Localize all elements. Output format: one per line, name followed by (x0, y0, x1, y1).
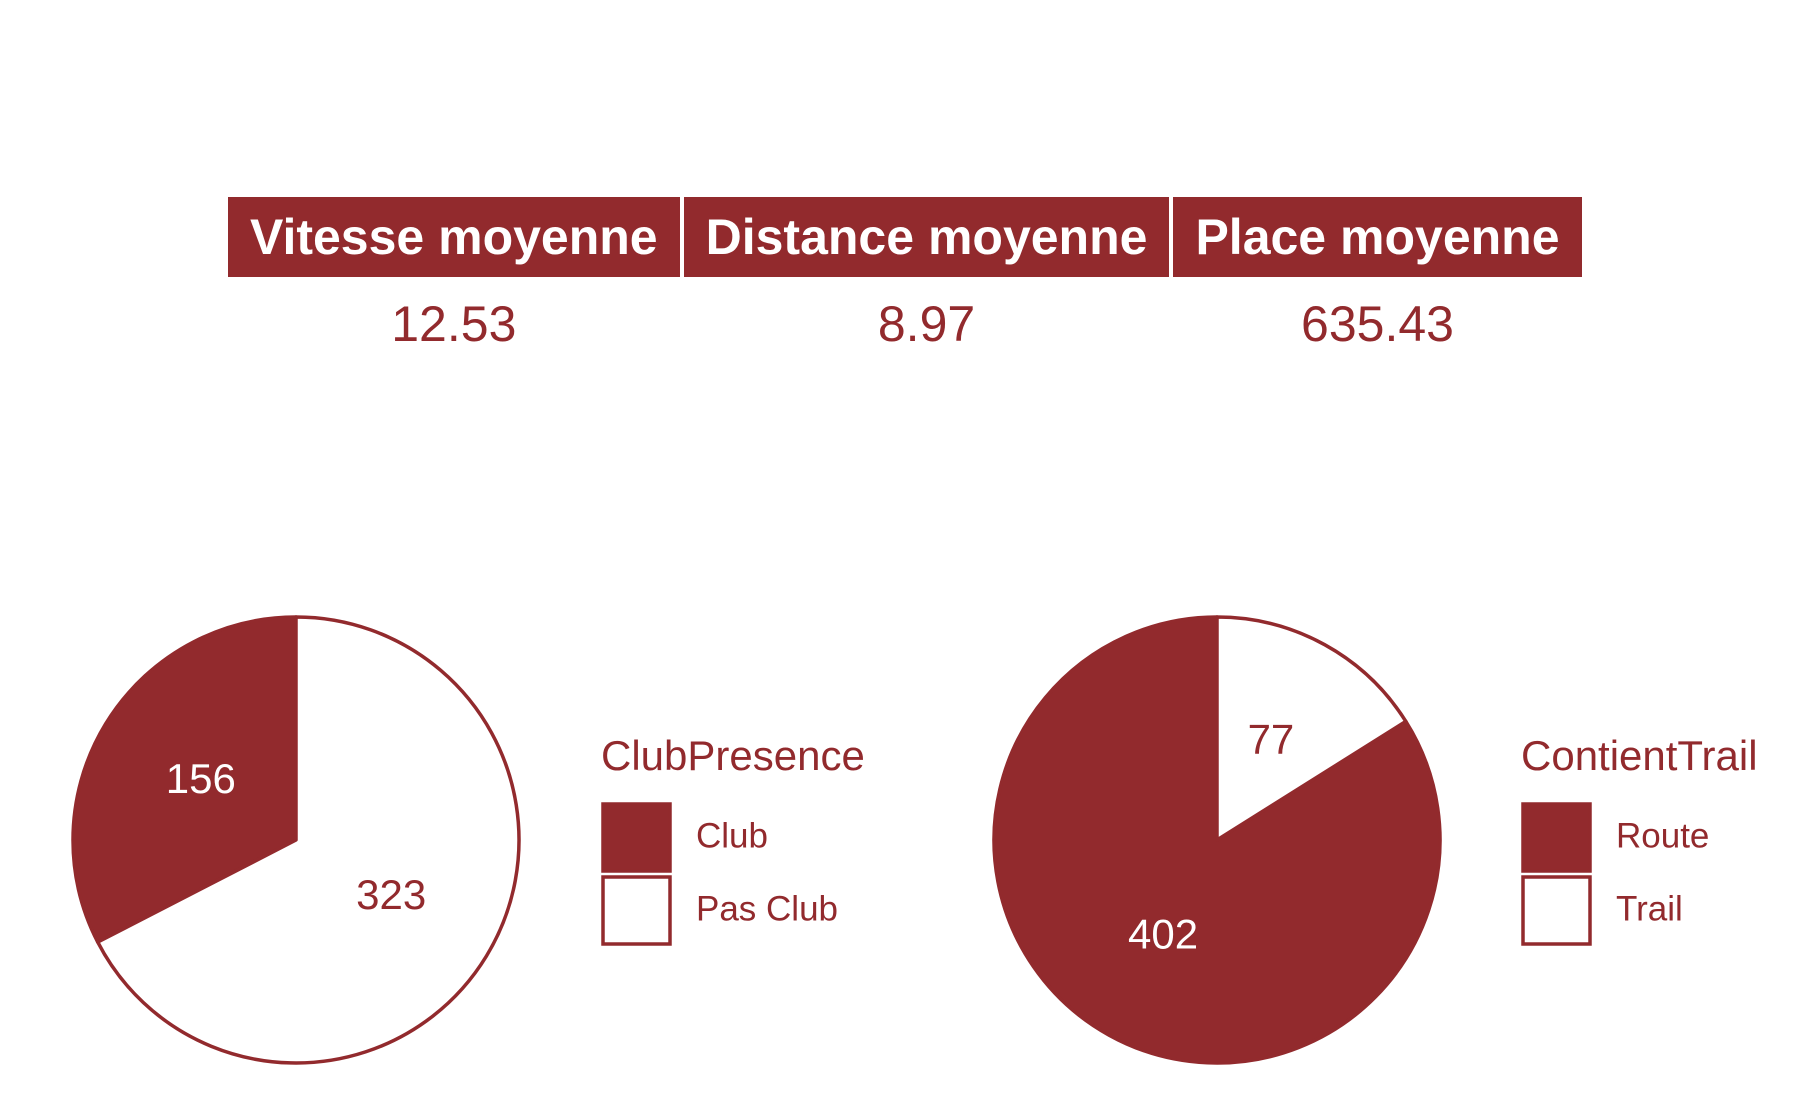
value-place-moyenne: 635.43 (1301, 296, 1454, 352)
pie-chart-clubpresence: 156 323 ClubPresence Club Pas Club (71, 615, 865, 1065)
legend-key-pas-club (601, 875, 672, 946)
summary-table: Vitesse moyenne Distance moyenne Place m… (224, 197, 1586, 371)
pie-label-club: 156 (166, 755, 236, 802)
pie-slice-route (992, 615, 1442, 1065)
pie-slice-trail (1215, 615, 1408, 842)
value-distance-moyenne: 8.97 (877, 296, 976, 352)
legend-key-club (601, 802, 672, 873)
legend-key-trail (1521, 875, 1592, 946)
value-vitesse-moyenne: 12.53 (391, 296, 517, 352)
legend-label-pas-club: Pas Club (696, 889, 838, 928)
legend-title: ClubPresence (601, 732, 865, 779)
header-place-moyenne: Place moyenne (1173, 197, 1582, 277)
summary-value-row: 12.53 8.97 635.43 (228, 277, 1582, 371)
pie-slice-club (71, 615, 298, 944)
pie-chart-contienttrail: 402 77 ContientTrail Route Trail (992, 615, 1758, 1065)
summary-header-row: Vitesse moyenne Distance moyenne Place m… (228, 197, 1582, 277)
pie-label-trail: 77 (1248, 716, 1295, 763)
pie-label-route: 402 (1128, 911, 1198, 958)
header-distance-moyenne: Distance moyenne (683, 197, 1170, 277)
legend-label-trail: Trail (1616, 889, 1683, 928)
pie-slice-pas-club (95, 615, 521, 1065)
legend-key-route (1521, 802, 1592, 873)
header-vitesse-moyenne: Vitesse moyenne (228, 197, 680, 277)
legend-title: ContientTrail (1521, 732, 1758, 779)
legend-label-club: Club (696, 816, 768, 855)
legend-clubpresence: ClubPresence Club Pas Club (601, 732, 865, 946)
legend-label-route: Route (1616, 816, 1709, 855)
pie-label-pas-club: 323 (356, 871, 426, 918)
legend-contienttrail: ContientTrail Route Trail (1521, 732, 1758, 946)
